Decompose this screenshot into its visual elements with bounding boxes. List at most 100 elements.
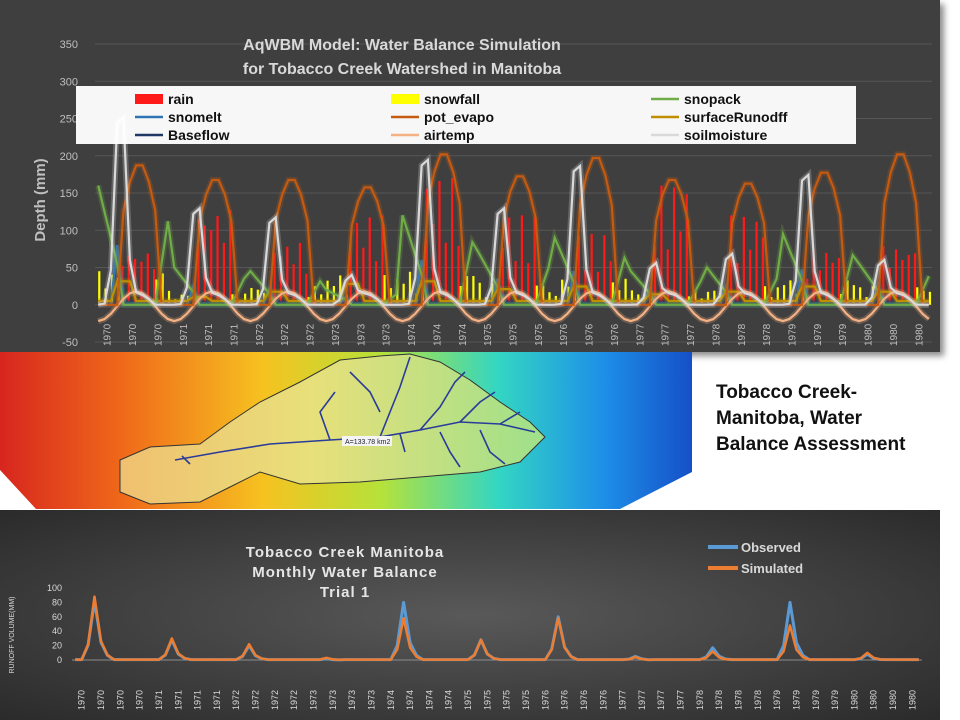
bottom-xtick-label: 1970 <box>96 690 106 710</box>
top-xtick-label: 1973 <box>382 323 393 346</box>
bottom-xtick-label: 1972 <box>231 690 241 710</box>
rain-bar <box>806 278 809 305</box>
top-xtick-label: 1973 <box>356 323 367 346</box>
top-xtick-label: 1975 <box>509 323 520 346</box>
bottom-xtick-label: 1976 <box>579 690 589 710</box>
bottom-xtick-label: 1974 <box>386 690 396 710</box>
bottom-xtick-label: 1976 <box>540 690 550 710</box>
bottom-xtick-label: 1972 <box>251 690 261 710</box>
snowfall-bar <box>389 288 393 305</box>
snowfall-bar <box>789 280 792 305</box>
bottom-xtick-label: 1972 <box>270 690 280 710</box>
watershed-boundary <box>119 353 546 505</box>
top-ytick-label: -50 <box>62 337 78 349</box>
snowfall-bar <box>611 282 615 305</box>
top-xtick-label: 1976 <box>610 323 621 346</box>
top-xtick-label: 1979 <box>788 323 799 346</box>
simulated-line <box>75 595 919 662</box>
rain-bar <box>894 249 898 305</box>
rain-bar <box>362 247 365 305</box>
bottom-xtick-label: 1970 <box>135 690 145 710</box>
bottom-xtick-label: 1974 <box>424 690 434 710</box>
rain-bar <box>298 242 302 305</box>
top-xtick-label: 1972 <box>255 323 266 346</box>
snowfall-bar <box>167 290 171 305</box>
rain-bar <box>425 188 428 305</box>
top-xtick-label: 1974 <box>432 323 443 346</box>
bottom-ytick-label: 20 <box>52 641 62 651</box>
area-label: A=133.78 km2 <box>345 439 390 446</box>
top-xtick-label: 1977 <box>661 323 672 346</box>
snowfall-bar <box>763 286 767 305</box>
rain-bar <box>685 194 688 305</box>
rain-bar <box>812 249 815 305</box>
rain-bar <box>520 215 524 305</box>
top-xtick-label: 1972 <box>306 323 317 346</box>
snowfall-bar <box>332 286 336 305</box>
rain-bar <box>653 246 657 305</box>
bottom-xtick-label: 1974 <box>405 690 415 710</box>
rain-bar <box>596 271 600 305</box>
legend-snowfall-label: snowfall <box>424 91 480 107</box>
snowfall-bar <box>237 300 240 305</box>
bottom-xtick-label: 1971 <box>193 690 203 710</box>
water-balance-chart-svg: 350 300 250 200 150 100 50 0 -50 1970 1970 1970 197… <box>32 37 932 349</box>
rain-bar <box>444 242 447 305</box>
snowfall-bar <box>782 285 786 305</box>
top-xtick-label: 1977 <box>686 323 697 346</box>
snowfall-bar <box>922 290 925 305</box>
rain-bar <box>533 216 536 305</box>
rain-bar <box>222 242 225 305</box>
top-xtick-label: 1973 <box>331 323 342 346</box>
rain-bar <box>672 187 676 305</box>
bottom-xtick-label: 1977 <box>676 690 686 710</box>
snowfall-bar <box>713 290 716 305</box>
rain-bar <box>279 255 283 305</box>
bottom-title-line3: Trial 1 <box>320 584 370 601</box>
rain-bar <box>590 233 593 305</box>
bottom-chart-legend: Observed Simulated <box>708 540 803 576</box>
legend-airtemp-label: airtemp <box>424 127 475 143</box>
bottom-xtick-label: 1977 <box>618 690 628 710</box>
bottom-xtick-label: 1979 <box>772 690 782 710</box>
watershed-map: A=133.78 km2 <box>0 352 692 509</box>
top-ytick-label: 350 <box>60 39 78 51</box>
snowfall-bar <box>383 275 386 305</box>
chart-legend: rain snowfall snopack snomelt pot_evapo surfa… <box>76 86 856 144</box>
snowfall-bar <box>630 290 634 305</box>
caption-line2: Manitoba, Water <box>716 408 863 429</box>
rain-bar <box>514 260 517 305</box>
pot_evapo-line <box>98 153 929 306</box>
rain-bar <box>368 217 371 305</box>
bottom-xtick-label: 1973 <box>366 690 376 710</box>
legend-snomelt-label: snomelt <box>168 109 222 125</box>
top-xtick-label: 1976 <box>559 323 570 346</box>
bottom-xtick-label: 1971 <box>173 690 183 710</box>
snowfall-bar <box>928 291 932 305</box>
snowfall-bar <box>637 294 640 305</box>
rain-bar <box>438 181 441 305</box>
legend-snopack-label: snopack <box>684 91 741 107</box>
rain-bar <box>355 222 359 305</box>
bottom-xtick-label: 1977 <box>656 690 666 710</box>
rain-bar <box>913 253 917 305</box>
rain-bar <box>153 269 156 305</box>
rain-bar <box>457 245 460 305</box>
snowfall-bar <box>624 278 627 305</box>
bottom-xtick-label: 1975 <box>463 690 473 710</box>
snowfall-bar <box>478 282 481 305</box>
bottom-xtick-label: 1980 <box>907 690 917 710</box>
top-ytick-label: 0 <box>72 300 78 312</box>
rain-bar <box>146 253 149 305</box>
rain-bar <box>761 237 764 305</box>
bottom-ytick-label: 100 <box>47 583 62 593</box>
top-xtick-label: 1978 <box>737 323 748 346</box>
caption: Tobacco Creek- Manitoba, Water Balance A… <box>716 380 956 458</box>
top-xtick-label: 1970 <box>103 323 114 346</box>
soilmoisture-line <box>97 115 929 306</box>
monthly-water-balance-chart-svg: 100 80 60 40 20 0 1970 1970 1970 1970 1971 1971 197… <box>0 510 940 720</box>
terrain-white-corner-right <box>620 472 692 509</box>
snowfall-bar <box>852 285 855 305</box>
snowfall-bar <box>535 285 538 305</box>
rain-bar <box>679 231 682 305</box>
